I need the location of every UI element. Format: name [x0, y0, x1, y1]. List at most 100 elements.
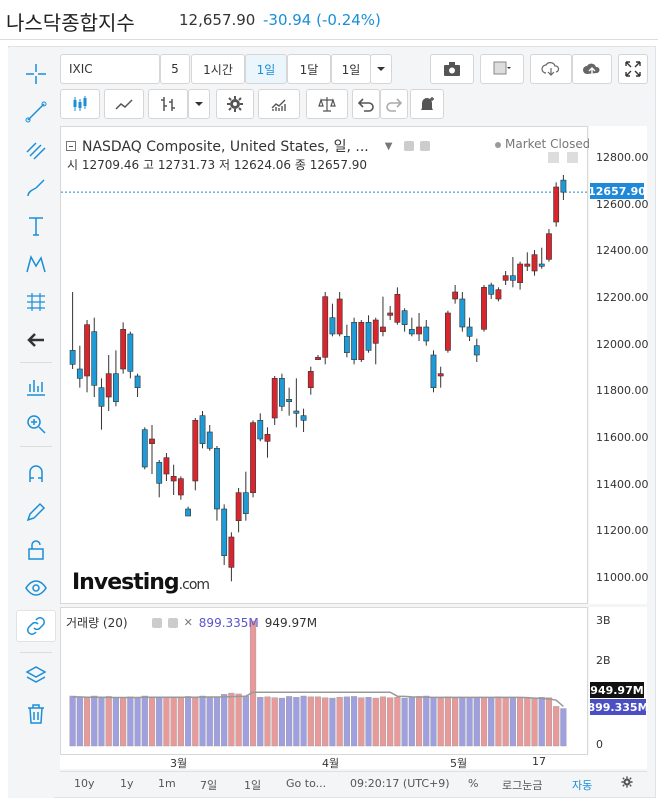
candle-body: [134, 375, 141, 388]
candle-body: [394, 294, 401, 323]
sync-drawings-tool[interactable]: [16, 610, 56, 642]
candle-body: [228, 536, 235, 568]
interval-1-month[interactable]: 1달: [287, 54, 331, 84]
object-tree-tool[interactable]: [16, 660, 56, 692]
range-10y[interactable]: 10y: [74, 777, 95, 790]
volume-axis[interactable]: [589, 607, 647, 755]
interval-1-hour[interactable]: 1시간: [191, 54, 245, 84]
chart-type-bars[interactable]: [148, 89, 188, 119]
candle-body: [517, 263, 523, 283]
price-pane[interactable]: [60, 126, 589, 604]
interval-5[interactable]: 5: [160, 54, 190, 84]
volume-bar: [437, 697, 444, 747]
camera-icon: [444, 62, 460, 76]
text-tool[interactable]: [16, 210, 56, 242]
range-7d[interactable]: 7일: [200, 779, 218, 792]
interval-custom[interactable]: 1일: [331, 54, 371, 84]
lock-all-tool[interactable]: [16, 534, 56, 566]
candle-body: [264, 434, 271, 442]
drawing-toolbar: [8, 48, 56, 798]
candle-body: [408, 329, 415, 335]
chart-type-dropdown[interactable]: [188, 89, 210, 119]
candle-body: [322, 296, 329, 358]
candle-body: [177, 478, 184, 496]
chart-type-area[interactable]: [104, 89, 144, 119]
price-tick: 11600.00: [596, 431, 649, 444]
save-chart-button[interactable]: [572, 54, 612, 84]
range-1y[interactable]: 1y: [120, 777, 134, 790]
volume-bar: [545, 697, 553, 747]
fullscreen-button[interactable]: [618, 54, 648, 84]
candle-body: [524, 263, 531, 267]
chart-color-picker[interactable]: [480, 54, 524, 84]
visibility-tool[interactable]: [16, 572, 56, 604]
remove-drawings-tool[interactable]: [16, 698, 56, 730]
log-scale-toggle[interactable]: 로그눈금: [502, 779, 543, 792]
go-to-button[interactable]: Go to...: [286, 777, 327, 790]
price-tick: 12000.00: [596, 337, 649, 351]
range-1d[interactable]: 1일: [244, 779, 262, 792]
time-axis[interactable]: 3월 4월 5월 17: [60, 755, 647, 770]
undo-button[interactable]: [352, 89, 380, 119]
symbol-input[interactable]: IXIC: [60, 54, 160, 84]
interval-1-day[interactable]: 1일: [245, 54, 287, 84]
cloud-upload-icon: [583, 63, 600, 76]
pattern-tool[interactable]: [16, 248, 56, 280]
auto-scale-toggle[interactable]: 자동: [572, 779, 593, 792]
volume-bar: [242, 695, 249, 747]
candle-body: [206, 431, 213, 449]
candle-body: [271, 378, 278, 419]
trend-line-tool[interactable]: [16, 96, 56, 128]
bell-plus-icon: [421, 97, 434, 110]
percent-scale-toggle[interactable]: %: [468, 777, 479, 790]
snapshot-button[interactable]: [430, 54, 474, 84]
settings-toggle-icon[interactable]: [167, 617, 178, 628]
compare-button[interactable]: [306, 89, 348, 119]
price-tick: 11800.00: [596, 384, 649, 398]
move-pane-down-icon[interactable]: [566, 152, 578, 163]
fibonacci-tool[interactable]: [16, 286, 56, 318]
clock-timezone[interactable]: 09:20:17 (UTC+9): [350, 777, 450, 790]
price-axis[interactable]: [589, 126, 647, 604]
visibility-toggle-icon[interactable]: [151, 617, 162, 628]
lock-drawing-tool[interactable]: [16, 496, 56, 528]
scale-settings-button[interactable]: [620, 775, 634, 792]
collapse-legend-icon[interactable]: [66, 141, 76, 151]
status-dot-icon: [495, 141, 501, 148]
alert-button[interactable]: [410, 89, 444, 119]
crosshair-tool[interactable]: [16, 58, 56, 90]
volume-tick: 2B: [596, 654, 611, 667]
range-1m[interactable]: 1m: [158, 777, 176, 790]
remove-indicator-icon[interactable]: ✕: [183, 616, 193, 629]
volume-bar: [322, 697, 329, 747]
measure-tool[interactable]: [16, 370, 56, 402]
chart-type-candles[interactable]: [60, 89, 100, 119]
legend-dropdown-icon[interactable]: ▼: [384, 140, 393, 152]
volume-bar: [69, 695, 76, 747]
hide-toolbar-button[interactable]: [16, 324, 56, 356]
interval-dropdown[interactable]: [370, 54, 392, 84]
candle-body: [127, 333, 134, 372]
settings-toggle-icon[interactable]: [420, 141, 431, 151]
volume-bar: [452, 697, 459, 747]
volume-pane[interactable]: [60, 607, 588, 755]
candle-body: [257, 420, 264, 440]
visibility-toggle-icon[interactable]: [404, 141, 415, 151]
volume-bar: [351, 696, 358, 747]
brush-tool[interactable]: [16, 172, 56, 204]
zoom-tool[interactable]: [16, 408, 56, 440]
move-pane-up-icon[interactable]: [548, 152, 559, 163]
load-chart-button[interactable]: [530, 54, 572, 84]
close-value: 12657.90: [309, 158, 368, 172]
logo-brand: Investing: [72, 570, 180, 595]
volume-bar: [228, 692, 235, 747]
redo-button[interactable]: [380, 89, 408, 119]
magnet-tool[interactable]: [16, 458, 56, 490]
indicators-button[interactable]: [258, 89, 300, 119]
pitchfork-tool[interactable]: [16, 134, 56, 166]
candle-body: [156, 462, 163, 484]
chart-settings-button[interactable]: [216, 89, 254, 119]
fibonacci-icon: [27, 293, 45, 311]
volume-legend: 거래량 (20) ✕ 899.335M 949.97M: [66, 614, 317, 631]
candle-body: [279, 378, 285, 407]
